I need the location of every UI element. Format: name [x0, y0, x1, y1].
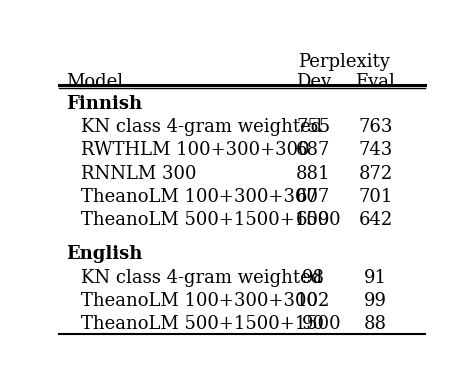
Text: KN class 4-gram weighted: KN class 4-gram weighted: [81, 269, 322, 287]
Text: Eval: Eval: [355, 73, 396, 91]
Text: 881: 881: [296, 165, 330, 183]
Text: 763: 763: [358, 118, 393, 136]
Text: TheanoLM 500+1500+1500: TheanoLM 500+1500+1500: [81, 211, 341, 229]
Text: 90: 90: [302, 315, 325, 333]
Text: 98: 98: [302, 269, 325, 287]
Text: 677: 677: [296, 188, 330, 206]
Text: KN class 4-gram weighted: KN class 4-gram weighted: [81, 118, 322, 136]
Text: Dev: Dev: [295, 73, 331, 91]
Text: 743: 743: [358, 141, 393, 159]
Text: 609: 609: [296, 211, 330, 229]
Text: RNNLM 300: RNNLM 300: [81, 165, 196, 183]
Text: English: English: [66, 245, 143, 263]
Text: TheanoLM 100+300+300: TheanoLM 100+300+300: [81, 188, 318, 206]
Text: TheanoLM 100+300+300: TheanoLM 100+300+300: [81, 292, 318, 310]
Text: TheanoLM 500+1500+1500: TheanoLM 500+1500+1500: [81, 315, 341, 333]
Text: 755: 755: [296, 118, 330, 136]
Text: Model: Model: [66, 73, 124, 91]
Text: 88: 88: [364, 315, 387, 333]
Text: Perplexity: Perplexity: [298, 53, 390, 71]
Text: 687: 687: [296, 141, 330, 159]
Text: 102: 102: [296, 292, 330, 310]
Text: 99: 99: [364, 292, 387, 310]
Text: 91: 91: [364, 269, 387, 287]
Text: Finnish: Finnish: [66, 94, 143, 112]
Text: RWTHLM 100+300+300: RWTHLM 100+300+300: [81, 141, 310, 159]
Text: 642: 642: [358, 211, 393, 229]
Text: 701: 701: [358, 188, 393, 206]
Text: 872: 872: [358, 165, 393, 183]
